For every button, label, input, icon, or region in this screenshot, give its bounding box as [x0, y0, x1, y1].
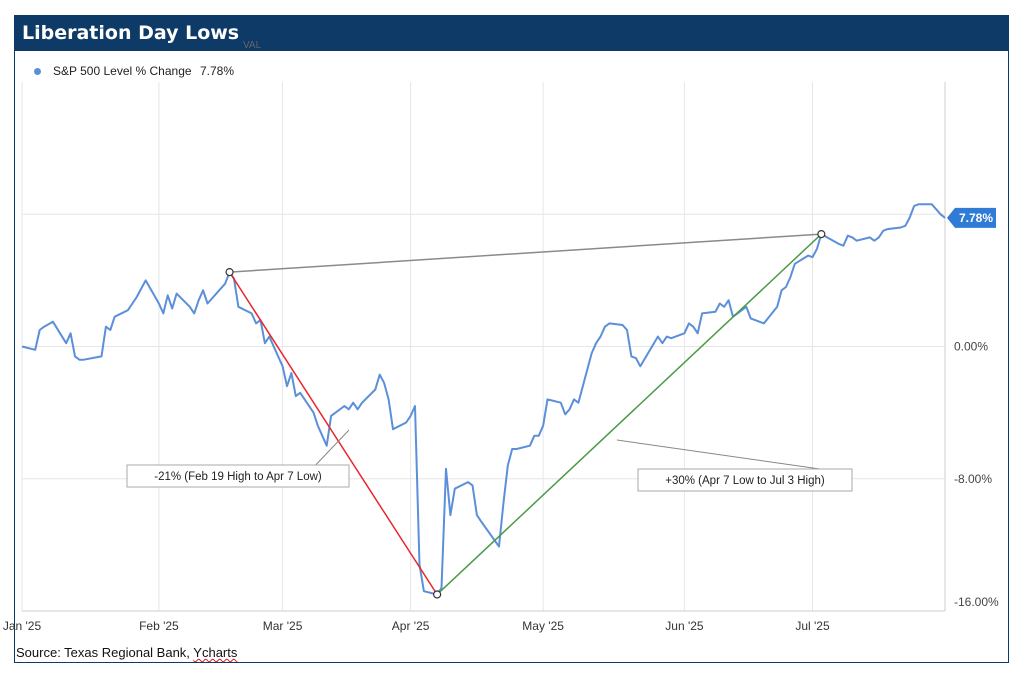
- y-tick-label: 0.00%: [954, 340, 988, 354]
- legend: S&P 500 Level % Change 7.78%: [34, 62, 234, 80]
- source-prefix: Source: Texas Regional Bank,: [16, 645, 194, 660]
- y-tick-label: -16.00%: [954, 595, 999, 609]
- x-tick-label: Mar '25: [263, 619, 303, 633]
- legend-series-name: S&P 500 Level % Change: [53, 64, 192, 78]
- x-tick-label: Jun '25: [665, 619, 704, 633]
- rally-annotation-label: +30% (Apr 7 Low to Jul 3 High): [665, 475, 825, 487]
- decline-annotation-leader: [315, 429, 350, 466]
- x-tick-label: Jul '25: [795, 619, 830, 633]
- high-to-high-line: [229, 233, 822, 273]
- marker-point: [225, 268, 234, 277]
- rally-line: [436, 233, 822, 596]
- marker-point: [817, 229, 826, 239]
- x-tick-label: Jan '25: [3, 619, 42, 633]
- decline-line: [228, 271, 438, 595]
- x-tick-label: Feb '25: [139, 619, 179, 633]
- decline-annotation-box: [126, 464, 350, 488]
- series-line: [21, 203, 946, 596]
- chart-frame: [14, 15, 1009, 663]
- source-note: Source: Texas Regional Bank, Ycharts: [16, 645, 237, 660]
- decline-annotation-label: -21% (Feb 19 High to Apr 7 Low): [154, 471, 322, 483]
- x-tick-label: Apr '25: [392, 619, 430, 633]
- y-tick-label: -8.00%: [954, 472, 992, 486]
- chart-title: Liberation Day Lows: [14, 15, 1009, 51]
- legend-header-fragment: VAL: [243, 40, 262, 51]
- legend-dot-icon: [34, 67, 41, 75]
- source-name: Ycharts: [193, 645, 238, 660]
- last-value-badge: [947, 207, 996, 228]
- rally-annotation-leader: [616, 439, 820, 470]
- last-value-badge-label: 7.78%: [959, 211, 993, 225]
- rally-annotation-box: [637, 468, 853, 492]
- marker-point: [433, 590, 442, 599]
- x-tick-label: May '25: [522, 619, 564, 633]
- legend-series-value: 7.78%: [200, 64, 235, 78]
